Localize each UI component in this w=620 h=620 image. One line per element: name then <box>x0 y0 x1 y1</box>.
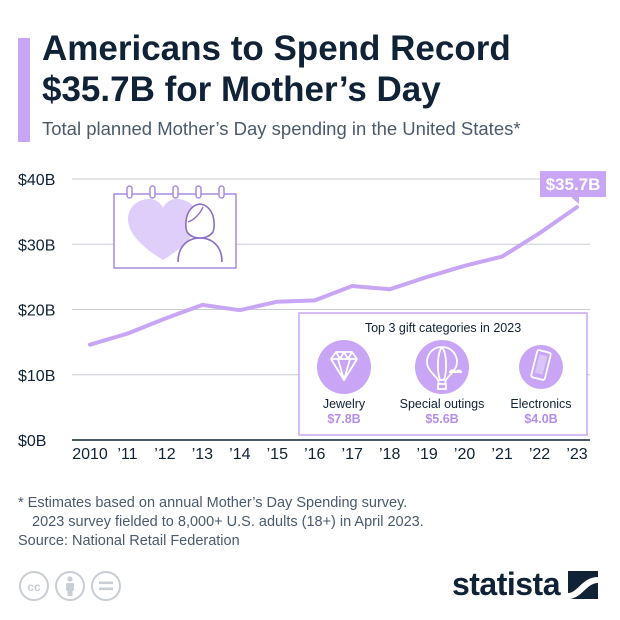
svg-text:cc: cc <box>27 580 41 594</box>
final-value-callout: $35.7B <box>540 171 606 205</box>
y-axis-tick-labels: $0B $10B $20B $30B $40B <box>18 172 55 450</box>
x-tick-label: ’20 <box>454 446 475 463</box>
x-tick-label: ’14 <box>229 446 250 463</box>
y-tick-label: $30B <box>18 237 55 254</box>
jewelry-icon-bg <box>317 340 371 394</box>
x-tick-label: ’21 <box>491 446 512 463</box>
electronics-icon-bg <box>519 345 563 389</box>
attribution-icon[interactable] <box>55 571 85 601</box>
source-line: Source: National Retail Federation <box>18 533 240 549</box>
y-tick-label: $10B <box>18 368 55 385</box>
statista-logo[interactable]: statista <box>452 566 598 603</box>
statista-logo-mark-icon <box>568 570 598 599</box>
x-tick-label: ’18 <box>379 446 400 463</box>
x-tick-label: ’17 <box>342 446 363 463</box>
footnote-line-2: 2023 survey fielded to 8,000+ U.S. adult… <box>32 514 424 530</box>
x-tick-label: ’15 <box>267 446 288 463</box>
subtitle: Total planned Mother’s Day spending in t… <box>42 118 521 139</box>
category-value: $4.0B <box>524 412 557 426</box>
x-tick-label: ’12 <box>154 446 175 463</box>
callout-pointer <box>571 197 579 205</box>
footnotes: * Estimates based on annual Mother’s Day… <box>18 494 608 551</box>
cloud-icon <box>449 369 463 373</box>
x-tick-label: ’16 <box>304 446 325 463</box>
category-value: $7.8B <box>327 412 360 426</box>
diamond-icon <box>330 351 358 381</box>
title-line-2: $35.7B for Mother’s Day <box>42 70 441 109</box>
license-icons: cc <box>19 571 121 601</box>
logo-text: statista <box>451 566 561 602</box>
category-label: Special outings <box>400 397 485 411</box>
top-categories-panel: Top 3 gift categories in 2023 Jewelry $7… <box>298 312 588 436</box>
x-tick-label: 2010 <box>72 446 108 463</box>
hot-air-balloon-icon <box>426 346 458 390</box>
panel-title: Top 3 gift categories in 2023 <box>365 321 521 335</box>
no-derivatives-icon[interactable] <box>91 571 121 601</box>
x-tick-label: ’11 <box>117 446 137 463</box>
callout-box <box>540 171 606 198</box>
x-tick-label: ’19 <box>416 446 437 463</box>
x-tick-label: ’22 <box>529 446 550 463</box>
y-tick-label: $0B <box>18 433 46 450</box>
series-line <box>88 205 579 347</box>
category-value: $5.6B <box>425 412 458 426</box>
category-jewelry: Jewelry $7.8B <box>317 340 371 426</box>
calendar-mother-heart-icon <box>113 185 237 269</box>
category-label: Jewelry <box>323 397 366 411</box>
page-title: Americans to Spend Record $35.7B for Mot… <box>42 28 602 110</box>
category-special-outings: Special outings $5.6B <box>400 340 485 426</box>
y-tick-label: $40B <box>18 172 55 189</box>
category-label: Electronics <box>510 397 571 411</box>
x-axis-tick-labels: 2010 ’11 ’12 ’13 ’14 ’15 ’16 ’17 ’18 ’19 ’20 ’21 ’22… <box>72 446 588 463</box>
footnote-line-1: * Estimates based on annual Mother’s Day… <box>18 495 408 511</box>
title-line-1: Americans to Spend Record <box>42 29 511 68</box>
title-accent-bar <box>18 38 30 142</box>
x-tick-label: ’23 <box>566 446 587 463</box>
category-electronics: Electronics $4.0B <box>510 345 572 426</box>
creative-commons-icon[interactable]: cc <box>19 571 49 601</box>
callout-label: $35.7B <box>546 175 601 194</box>
smartphone-icon <box>530 349 552 381</box>
y-tick-label: $20B <box>18 303 55 320</box>
x-tick-label: ’13 <box>192 446 213 463</box>
